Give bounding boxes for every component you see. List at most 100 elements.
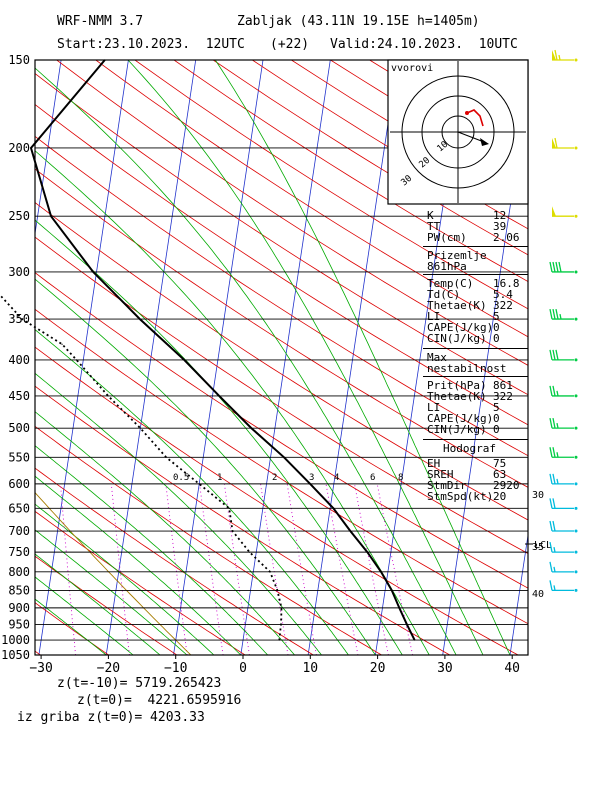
moist-adiabat-line xyxy=(35,475,242,655)
wind-barb-full xyxy=(555,308,559,320)
profile-point xyxy=(198,483,200,485)
wind-barb xyxy=(549,418,578,430)
index-value: 861 xyxy=(493,379,513,392)
wind-barb-dot xyxy=(574,482,578,486)
wind-barb xyxy=(549,349,578,362)
header: WRF-NMM 3.7 Zabljak (43.11N 19.15E h=140… xyxy=(0,0,600,60)
wind-barb-dot xyxy=(574,570,578,574)
wind-barb-full xyxy=(552,308,556,320)
moist-adiabat-line xyxy=(35,411,295,655)
wind-barb xyxy=(549,541,578,554)
index-label: Thetae(K) xyxy=(427,299,487,312)
profile-point xyxy=(248,551,251,553)
indices-block-4: EH 75 SREH 63 StmDir 2920 StmSpd(kt) 20 xyxy=(423,456,528,506)
lcl-label: LCL xyxy=(534,540,552,551)
index-label: CIN(J/kg) xyxy=(427,423,487,436)
index-value: 39 xyxy=(493,220,507,233)
pressure-tick-label: 500 xyxy=(8,421,30,435)
hodograph-title: vvorovi xyxy=(391,63,433,74)
pressure-tick-label: 950 xyxy=(8,617,30,631)
pressure-tick-label: 350 xyxy=(8,312,30,326)
indices-block-2: Temp(C) 16.8 Td(C) 5.4 Thetae(K) 322 LI 5 CAPE(J… xyxy=(423,275,528,349)
index-label: LI xyxy=(427,401,441,414)
wind-barb xyxy=(549,580,578,592)
dry-adiabat-line xyxy=(35,510,246,655)
wind-barb xyxy=(549,447,578,459)
hodograph-start-point xyxy=(465,111,469,115)
temperature-tick-label: 40 xyxy=(504,661,520,676)
wind-barb-dot xyxy=(574,146,578,150)
index-row: PW(cm) 2.06 xyxy=(427,232,528,243)
index-label: Prit(hPa) xyxy=(427,379,487,392)
wind-barb-half xyxy=(556,390,559,397)
wind-barb-full xyxy=(549,580,553,591)
mixing-ratio-label: 6 xyxy=(370,473,375,483)
index-label: EH xyxy=(427,457,441,470)
wind-barb-dot xyxy=(574,426,578,430)
footer-line-1: z(t=-10)= 5719.265423 xyxy=(57,676,222,691)
wind-barb-half xyxy=(553,546,556,553)
pressure-tick-label: 400 xyxy=(8,353,30,367)
wind-barb xyxy=(549,520,578,533)
mixing-ratio-line xyxy=(110,483,130,655)
isotherm-line xyxy=(509,532,528,655)
isotherm-line xyxy=(38,60,129,655)
wind-barb-full xyxy=(549,447,553,458)
wind-barb-half xyxy=(556,452,559,458)
profile-point xyxy=(165,456,167,458)
index-row: Temp(C) 16.8 xyxy=(427,278,528,289)
wind-barb-dot xyxy=(574,214,578,218)
index-value: 5.4 xyxy=(493,288,513,301)
right-scale-label: 30 xyxy=(532,490,544,501)
profile-point xyxy=(75,359,78,361)
index-value: 16.8 xyxy=(493,277,520,290)
index-value: 0 xyxy=(493,321,500,334)
wind-barb xyxy=(552,206,578,218)
pressure-tick-label: 700 xyxy=(8,524,30,538)
wind-barb-half xyxy=(556,423,559,429)
wind-barb xyxy=(552,137,578,150)
profile-point xyxy=(380,571,382,573)
mixing-ratio-line xyxy=(376,483,414,655)
wind-barb-full xyxy=(552,261,556,273)
moist-adiabat-line xyxy=(35,219,403,655)
indices-panel: K 12 TT 39 PW(cm) 2.06 Prizemlje 861hPa Temp(… xyxy=(423,207,528,506)
mixing-ratio-label: 2 xyxy=(272,473,277,483)
temperature-tick-label: −30 xyxy=(29,661,52,676)
right-scale-label: 35 xyxy=(532,542,544,553)
profile-point xyxy=(50,215,52,217)
mixing-ratio-line xyxy=(260,483,289,655)
profile-point xyxy=(92,271,94,273)
temperature-tick-label: 0 xyxy=(239,661,247,676)
wind-barb-full xyxy=(552,473,556,485)
wind-barb-half xyxy=(553,566,556,572)
plot-frame xyxy=(34,59,529,656)
index-value: 5 xyxy=(493,401,500,414)
wind-barb xyxy=(552,49,578,62)
profile-point xyxy=(283,456,285,458)
index-label: TT xyxy=(427,220,441,233)
wind-barb-full xyxy=(552,498,556,509)
lead-label: (+22) xyxy=(270,37,310,52)
mixing-ratio-label: 4 xyxy=(334,473,339,483)
profile-point xyxy=(139,318,141,320)
index-label: Temp(C) xyxy=(427,277,474,290)
wind-barb-flag xyxy=(552,206,556,217)
indices-block-3-title: Max nestabilnost xyxy=(423,349,528,377)
wind-barb xyxy=(549,261,578,274)
wind-barb-half xyxy=(553,585,556,591)
dry-adiabat-line xyxy=(134,60,528,310)
wind-barb-full xyxy=(549,385,553,397)
index-value: 5 xyxy=(493,310,500,323)
wind-barb-full xyxy=(549,261,553,273)
indices-block-1: K 12 TT 39 PW(cm) 2.06 xyxy=(423,207,528,247)
wind-barb-dot xyxy=(574,588,578,592)
index-row: CAPE(J/kg) 0 xyxy=(427,413,528,424)
wind-barb-dot xyxy=(574,58,578,62)
dewpoint-profile xyxy=(0,293,283,641)
index-label: CIN(J/kg) xyxy=(427,332,487,345)
wind-barb-dot xyxy=(574,529,578,533)
pressure-tick-label: 750 xyxy=(8,545,30,559)
